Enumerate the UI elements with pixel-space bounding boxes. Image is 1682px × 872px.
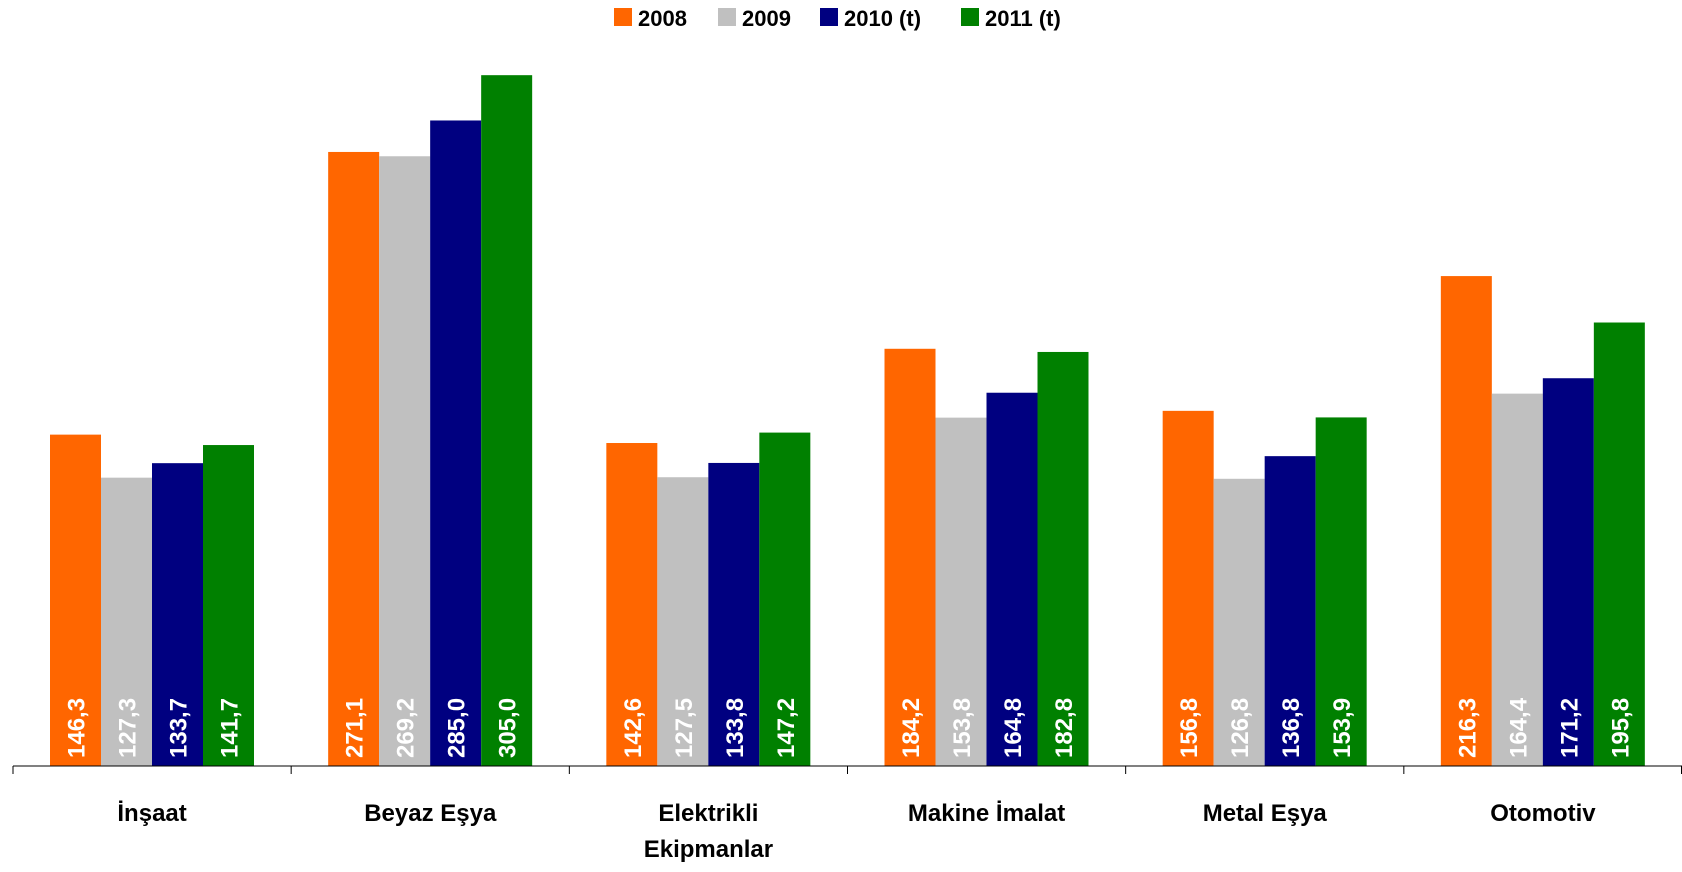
x-axis (12, 765, 1682, 774)
value-label-5-2: 171,2 (1556, 698, 1583, 758)
bar-3-2 (986, 392, 1038, 766)
bar-4-2 (1264, 456, 1316, 766)
value-label-0-2: 133,7 (166, 698, 193, 758)
value-label-4-3: 153,9 (1329, 698, 1356, 758)
category-label-line: Ekipmanlar (644, 836, 773, 863)
bar-0-0 (50, 434, 101, 766)
category-label-5: Otomotiv (1490, 800, 1596, 827)
category-label-line: İnşaat (117, 800, 186, 827)
legend-label-1: 2009 (742, 6, 791, 31)
value-label-3-0: 184,2 (898, 698, 925, 758)
bar-0-2 (152, 463, 203, 766)
legend-label-3: 2011 (t) (985, 6, 1061, 31)
bar-1-1 (379, 156, 431, 767)
category-label-3: Makine İmalat (908, 800, 1065, 827)
category-labels: İnşaat Beyaz Eşya Elektrikli Ekipmanlar Maki… (117, 800, 1596, 863)
value-label-5-1: 164,4 (1505, 697, 1532, 758)
value-label-1-3: 305,0 (495, 698, 522, 758)
legend: 2008 2009 2010 (t) 2011 (t) (614, 6, 1061, 31)
bar-3-1 (935, 417, 987, 766)
bar-5-2 (1542, 378, 1594, 766)
value-label-2-2: 133,8 (722, 698, 749, 758)
legend-label-0: 2008 (638, 6, 687, 31)
value-label-5-3: 195,8 (1607, 698, 1634, 758)
bar-4-3 (1315, 417, 1367, 766)
legend-swatch-2 (820, 8, 838, 26)
bar-2-1 (657, 477, 709, 766)
value-label-3-1: 153,8 (949, 698, 976, 758)
legend-label-2: 2010 (t) (844, 6, 921, 31)
value-label-3-3: 182,8 (1051, 698, 1078, 758)
value-label-4-1: 126,8 (1227, 698, 1254, 758)
legend-swatch-3 (961, 8, 979, 26)
value-label-4-2: 136,8 (1278, 698, 1305, 758)
value-label-0-1: 127,3 (115, 698, 142, 758)
bar-4-1 (1213, 478, 1265, 766)
value-label-5-0: 216,3 (1454, 698, 1481, 758)
bar-1-3 (481, 75, 533, 767)
bar-2-3 (759, 432, 811, 766)
value-label-0-3: 141,7 (217, 698, 244, 758)
legend-swatch-0 (614, 8, 632, 26)
value-label-3-2: 164,8 (1000, 698, 1027, 758)
value-label-4-0: 156,8 (1176, 698, 1203, 758)
bar-5-1 (1491, 393, 1543, 766)
category-label-0: İnşaat (117, 800, 186, 827)
bar-5-3 (1593, 322, 1645, 766)
bar-1-2 (430, 120, 482, 767)
category-label-2: Elektrikli Ekipmanlar (644, 800, 773, 863)
bar-3-0 (884, 348, 936, 766)
category-label-line: Metal Eşya (1203, 800, 1328, 827)
category-label-line: Elektrikli (658, 800, 758, 827)
bar-2-0 (606, 443, 658, 766)
value-label-1-0: 271,1 (342, 698, 369, 758)
category-label-line: Otomotiv (1490, 800, 1596, 827)
bar-2-2 (708, 462, 760, 766)
category-label-line: Makine İmalat (908, 800, 1065, 827)
value-label-2-0: 142,6 (620, 698, 647, 758)
category-label-line: Beyaz Eşya (364, 800, 497, 827)
category-label-1: Beyaz Eşya (364, 800, 497, 827)
bar-3-3 (1037, 351, 1089, 766)
value-label-0-0: 146,3 (64, 698, 91, 758)
bar-4-0 (1162, 410, 1214, 766)
value-label-1-2: 285,0 (444, 698, 471, 758)
bar-0-3 (203, 445, 254, 766)
bars (50, 75, 1645, 767)
value-label-1-1: 269,2 (393, 698, 420, 758)
category-label-4: Metal Eşya (1203, 800, 1328, 827)
bar-1-0 (328, 151, 380, 766)
legend-swatch-1 (718, 8, 736, 26)
bar-5-0 (1440, 276, 1492, 766)
value-label-2-3: 147,2 (773, 698, 800, 758)
bar-0-1 (101, 477, 152, 766)
value-labels: 146,3 127,3 133,7 141,7 271,1 269,2 285,0 305,0… (64, 697, 1635, 758)
value-label-2-1: 127,5 (671, 698, 698, 758)
